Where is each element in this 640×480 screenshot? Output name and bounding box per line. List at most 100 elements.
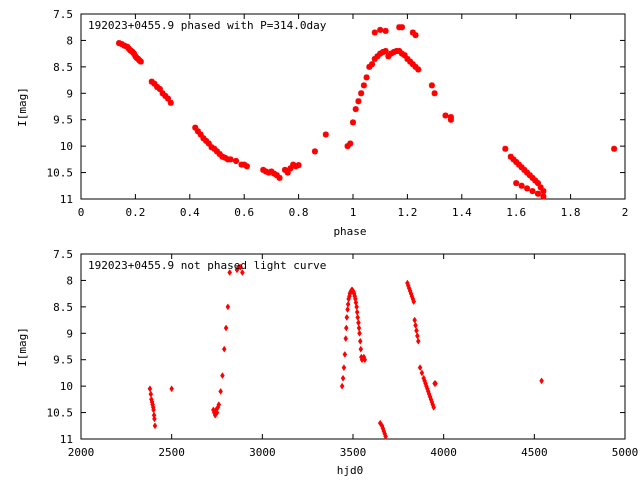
data-point — [345, 300, 351, 308]
y-tick-label: 9 — [66, 87, 73, 100]
data-point — [344, 313, 350, 321]
data-point — [216, 151, 223, 158]
data-point — [358, 345, 364, 353]
data-point — [515, 161, 522, 168]
data-point — [345, 306, 350, 313]
data-point — [431, 90, 438, 97]
data-point — [524, 185, 531, 192]
phased-light-curve-plot: 0 0.2 0.4 0.6 0.8 1 1.2 1.4 1.6 1.8 2 7.5 8 8.5 9 9.5 10… — [16, 8, 628, 238]
data-point — [398, 24, 405, 31]
data-point — [510, 156, 517, 163]
data-point — [540, 193, 547, 200]
data-point — [356, 319, 361, 327]
x-tick-label: 4000 — [430, 446, 457, 459]
data-point — [116, 40, 123, 47]
x-tick-label: 2 — [622, 206, 629, 219]
data-point — [412, 32, 419, 39]
y-tick-label: 11 — [60, 433, 73, 446]
data-point — [162, 92, 169, 99]
y-tick-label: 11 — [60, 193, 73, 206]
plot-frame — [80, 13, 626, 200]
data-point — [385, 53, 392, 60]
x-tick-label: 1.6 — [506, 206, 526, 219]
data-point — [412, 316, 417, 324]
data-point — [360, 82, 367, 89]
data-point — [390, 49, 397, 56]
y-tick-label: 7.5 — [53, 8, 73, 21]
data-point — [167, 99, 174, 106]
data-point — [415, 66, 422, 73]
data-point — [342, 350, 348, 358]
data-point — [357, 337, 363, 345]
data-point — [537, 184, 544, 191]
data-point — [352, 106, 359, 113]
data-point — [340, 374, 346, 382]
y-tick-label: 10 — [60, 140, 73, 153]
data-point — [404, 55, 411, 62]
unphased-light-curve-plot: 2000 2500 3000 3500 4000 4500 5000 7.5 8 8.5 9 9.5 1… — [16, 248, 638, 477]
x-axis-label: phase — [333, 225, 366, 238]
data-point — [417, 364, 423, 372]
data-point — [383, 432, 388, 440]
data-point — [382, 48, 389, 54]
data-point — [524, 169, 531, 176]
y-tick-label: 9.5 — [53, 114, 73, 127]
data-point — [148, 78, 155, 85]
data-point — [442, 112, 449, 119]
data-point — [358, 90, 365, 97]
data-point — [265, 169, 272, 176]
chart-title: 192023+0455.9 phased with P=314.0day — [88, 19, 327, 32]
data-point — [227, 156, 234, 163]
data-point — [311, 148, 318, 155]
data-points — [147, 263, 544, 440]
data-point — [362, 356, 368, 364]
data-point — [415, 332, 420, 340]
y-tick-label: 8.5 — [53, 301, 73, 314]
data-point — [156, 86, 163, 93]
data-point — [152, 415, 157, 423]
data-point — [611, 145, 618, 152]
data-point — [350, 119, 356, 126]
data-point — [216, 401, 222, 409]
data-point — [411, 298, 417, 306]
y-tick-label: 7.5 — [53, 248, 73, 261]
y-axis-label: I[mag] — [16, 327, 29, 367]
data-point — [518, 182, 525, 189]
data-point — [169, 385, 174, 393]
data-point — [343, 324, 349, 332]
data-point — [220, 372, 225, 380]
data-point — [379, 49, 386, 56]
data-point — [518, 164, 525, 171]
data-point — [219, 153, 226, 160]
data-point — [502, 145, 509, 152]
data-point — [447, 116, 454, 123]
data-point — [238, 263, 243, 271]
data-point — [147, 385, 153, 393]
data-point — [355, 313, 361, 321]
data-point — [366, 63, 373, 70]
data-point — [433, 380, 438, 387]
data-point — [121, 42, 128, 49]
data-point — [214, 148, 220, 155]
x-tick-label: 1.8 — [561, 206, 581, 219]
y-tick-label: 9.5 — [53, 354, 73, 367]
tick-marks: 0 0.2 0.4 0.6 0.8 1 1.2 1.4 1.6 1.8 2 7.5 8 8.5 9 9.5 10… — [47, 8, 629, 219]
data-point — [159, 90, 166, 97]
data-point — [203, 137, 210, 144]
data-point — [341, 364, 347, 372]
data-point — [148, 390, 154, 398]
data-point — [347, 140, 354, 147]
data-point — [529, 174, 536, 181]
x-tick-label: 0.8 — [289, 206, 309, 219]
x-tick-label: 3500 — [340, 446, 367, 459]
data-point — [211, 145, 218, 152]
data-point — [513, 159, 520, 165]
y-axis-label: I[mag] — [16, 87, 29, 127]
data-point — [363, 74, 370, 81]
data-point — [154, 83, 161, 90]
data-point — [382, 27, 389, 34]
x-tick-label: 4500 — [521, 446, 548, 459]
data-point — [409, 29, 416, 36]
data-point — [214, 409, 220, 417]
